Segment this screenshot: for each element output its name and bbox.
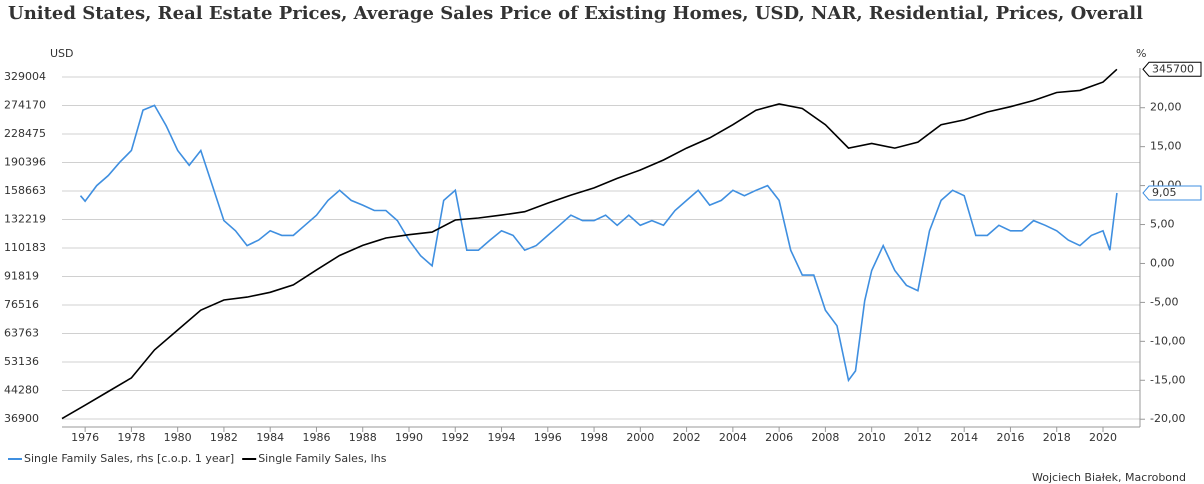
series-line — [61, 68, 1118, 420]
x-tick-label: 1978 — [117, 431, 145, 444]
y-tick-label: 228475 — [4, 127, 46, 140]
x-tick-label: 1988 — [349, 431, 377, 444]
y2-tick-label: -10,00 — [1150, 334, 1185, 347]
x-tick-label: 1996 — [534, 431, 562, 444]
legend-label: Single Family Sales, rhs [c.o.p. 1 year] — [24, 452, 234, 465]
y-tick-label: 36900 — [4, 412, 39, 425]
x-tick-label: 1998 — [580, 431, 608, 444]
y-tick-label: 329004 — [4, 70, 46, 83]
y-tick-label: 110183 — [4, 241, 46, 254]
x-tick-label: 1982 — [210, 431, 238, 444]
y2-tick-label: 20,00 — [1150, 101, 1182, 114]
x-tick-label: 1986 — [302, 431, 330, 444]
x-tick-label: 2002 — [673, 431, 701, 444]
x-tick-label: 2006 — [765, 431, 793, 444]
end-label: 9,05 — [1152, 186, 1177, 199]
x-tick-label: 2014 — [950, 431, 978, 444]
y2-tick-label: -20,00 — [1150, 412, 1185, 425]
y2-tick-label: 5,00 — [1150, 218, 1175, 231]
y-tick-label: 91819 — [4, 270, 39, 283]
y2-tick-label: 15,00 — [1150, 140, 1182, 153]
x-tick-label: 2004 — [719, 431, 747, 444]
x-tick-label: 1984 — [256, 431, 284, 444]
source: Wojciech Białek, Macrobond — [1032, 471, 1186, 484]
y2-axis-unit: % — [1136, 47, 1146, 60]
y-tick-label: 44280 — [4, 384, 39, 397]
end-label: 345700 — [1152, 62, 1194, 75]
x-tick-label: 1976 — [71, 431, 99, 444]
y-tick-label: 274170 — [4, 98, 46, 111]
x-tick-label: 1994 — [488, 431, 516, 444]
y-axis-unit: USD — [50, 47, 74, 60]
x-tick-label: 2012 — [904, 431, 932, 444]
x-tick-label: 1992 — [441, 431, 469, 444]
chart-title: United States, Real Estate Prices, Avera… — [8, 3, 1143, 24]
y-tick-label: 158663 — [4, 184, 46, 197]
end-label-box — [1142, 185, 1202, 201]
y-tick-label: 132219 — [4, 213, 46, 226]
x-tick-label: 1980 — [164, 431, 192, 444]
y-tick-label: 190396 — [4, 156, 46, 169]
x-tick-label: 2010 — [858, 431, 886, 444]
x-tick-label: 2000 — [626, 431, 654, 444]
x-tick-label: 2008 — [811, 431, 839, 444]
end-label-box — [1142, 61, 1202, 77]
legend-label: Single Family Sales, lhs — [258, 452, 387, 465]
y-tick-label: 53136 — [4, 355, 39, 368]
y-tick-label: 76516 — [4, 298, 39, 311]
x-tick-label: 2020 — [1089, 431, 1117, 444]
series-line — [79, 104, 1118, 383]
x-tick-label: 1990 — [395, 431, 423, 444]
y2-tick-label: 0,00 — [1150, 256, 1175, 269]
x-tick-label: 2016 — [996, 431, 1024, 444]
x-tick-label: 2018 — [1043, 431, 1071, 444]
y2-tick-label: -5,00 — [1150, 295, 1178, 308]
y2-tick-label: -15,00 — [1150, 373, 1185, 386]
y-tick-label: 63763 — [4, 327, 39, 340]
